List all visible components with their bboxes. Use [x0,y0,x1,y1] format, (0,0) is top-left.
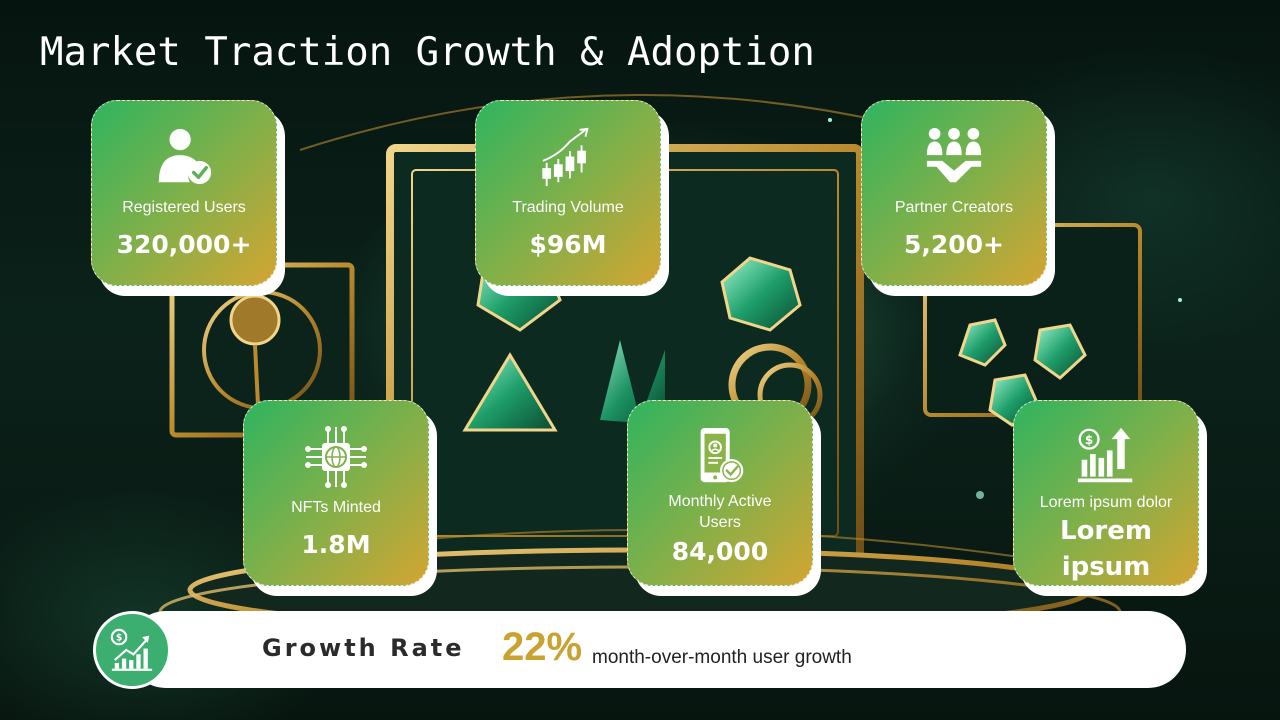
stat-value: 84,000 [671,537,769,566]
page-title: Market Traction Growth & Adoption [40,30,815,75]
growth-rate-label: Growth Rate [262,634,465,662]
growth-circle: $ [93,611,171,689]
stat-card-trading-volume: Trading Volume $96M [475,100,669,296]
stat-value: $96M [529,230,607,259]
growth-rate-bar [128,611,1186,688]
svg-text:$: $ [116,633,123,644]
mobile-user-icon [688,425,752,489]
stat-card-lorem-ipsum: $ Lorem ipsum dolor Lorem ipsum [1013,400,1207,596]
stat-card-registered-users: Registered Users 320,000+ [91,100,285,296]
money-growth-icon: $ [1074,425,1138,486]
handshake-team-icon [922,125,986,189]
stat-label: Registered Users [122,199,246,216]
stat-label: Partner Creators [894,199,1014,216]
stat-card-monthly-active-users: Monthly Active Users 84,000 [627,400,821,596]
candlestick-chart-icon [536,125,600,189]
stat-card-partner-creators: Partner Creators 5,200+ [861,100,1055,296]
stat-value: 1.8M [301,530,371,559]
user-check-icon [152,125,216,189]
chip-globe-icon [304,425,368,489]
money-growth-icon: $ [109,627,155,673]
growth-rate-value: 22% [502,625,583,669]
stat-label: Monthly Active Users [668,493,772,531]
stat-label: Lorem ipsum dolor [1039,494,1173,511]
growth-rate-description: month-over-month user growth [592,647,852,668]
stat-value: Lorem ipsum [1060,516,1152,582]
stat-label: Trading Volume [512,199,624,216]
svg-text:$: $ [1085,432,1093,446]
stat-value: 320,000+ [116,230,252,259]
stat-value: 5,200+ [903,230,1005,259]
stat-label: NFTs Minted [291,499,381,516]
stat-card-nfts-minted: NFTs Minted 1.8M [243,400,437,596]
